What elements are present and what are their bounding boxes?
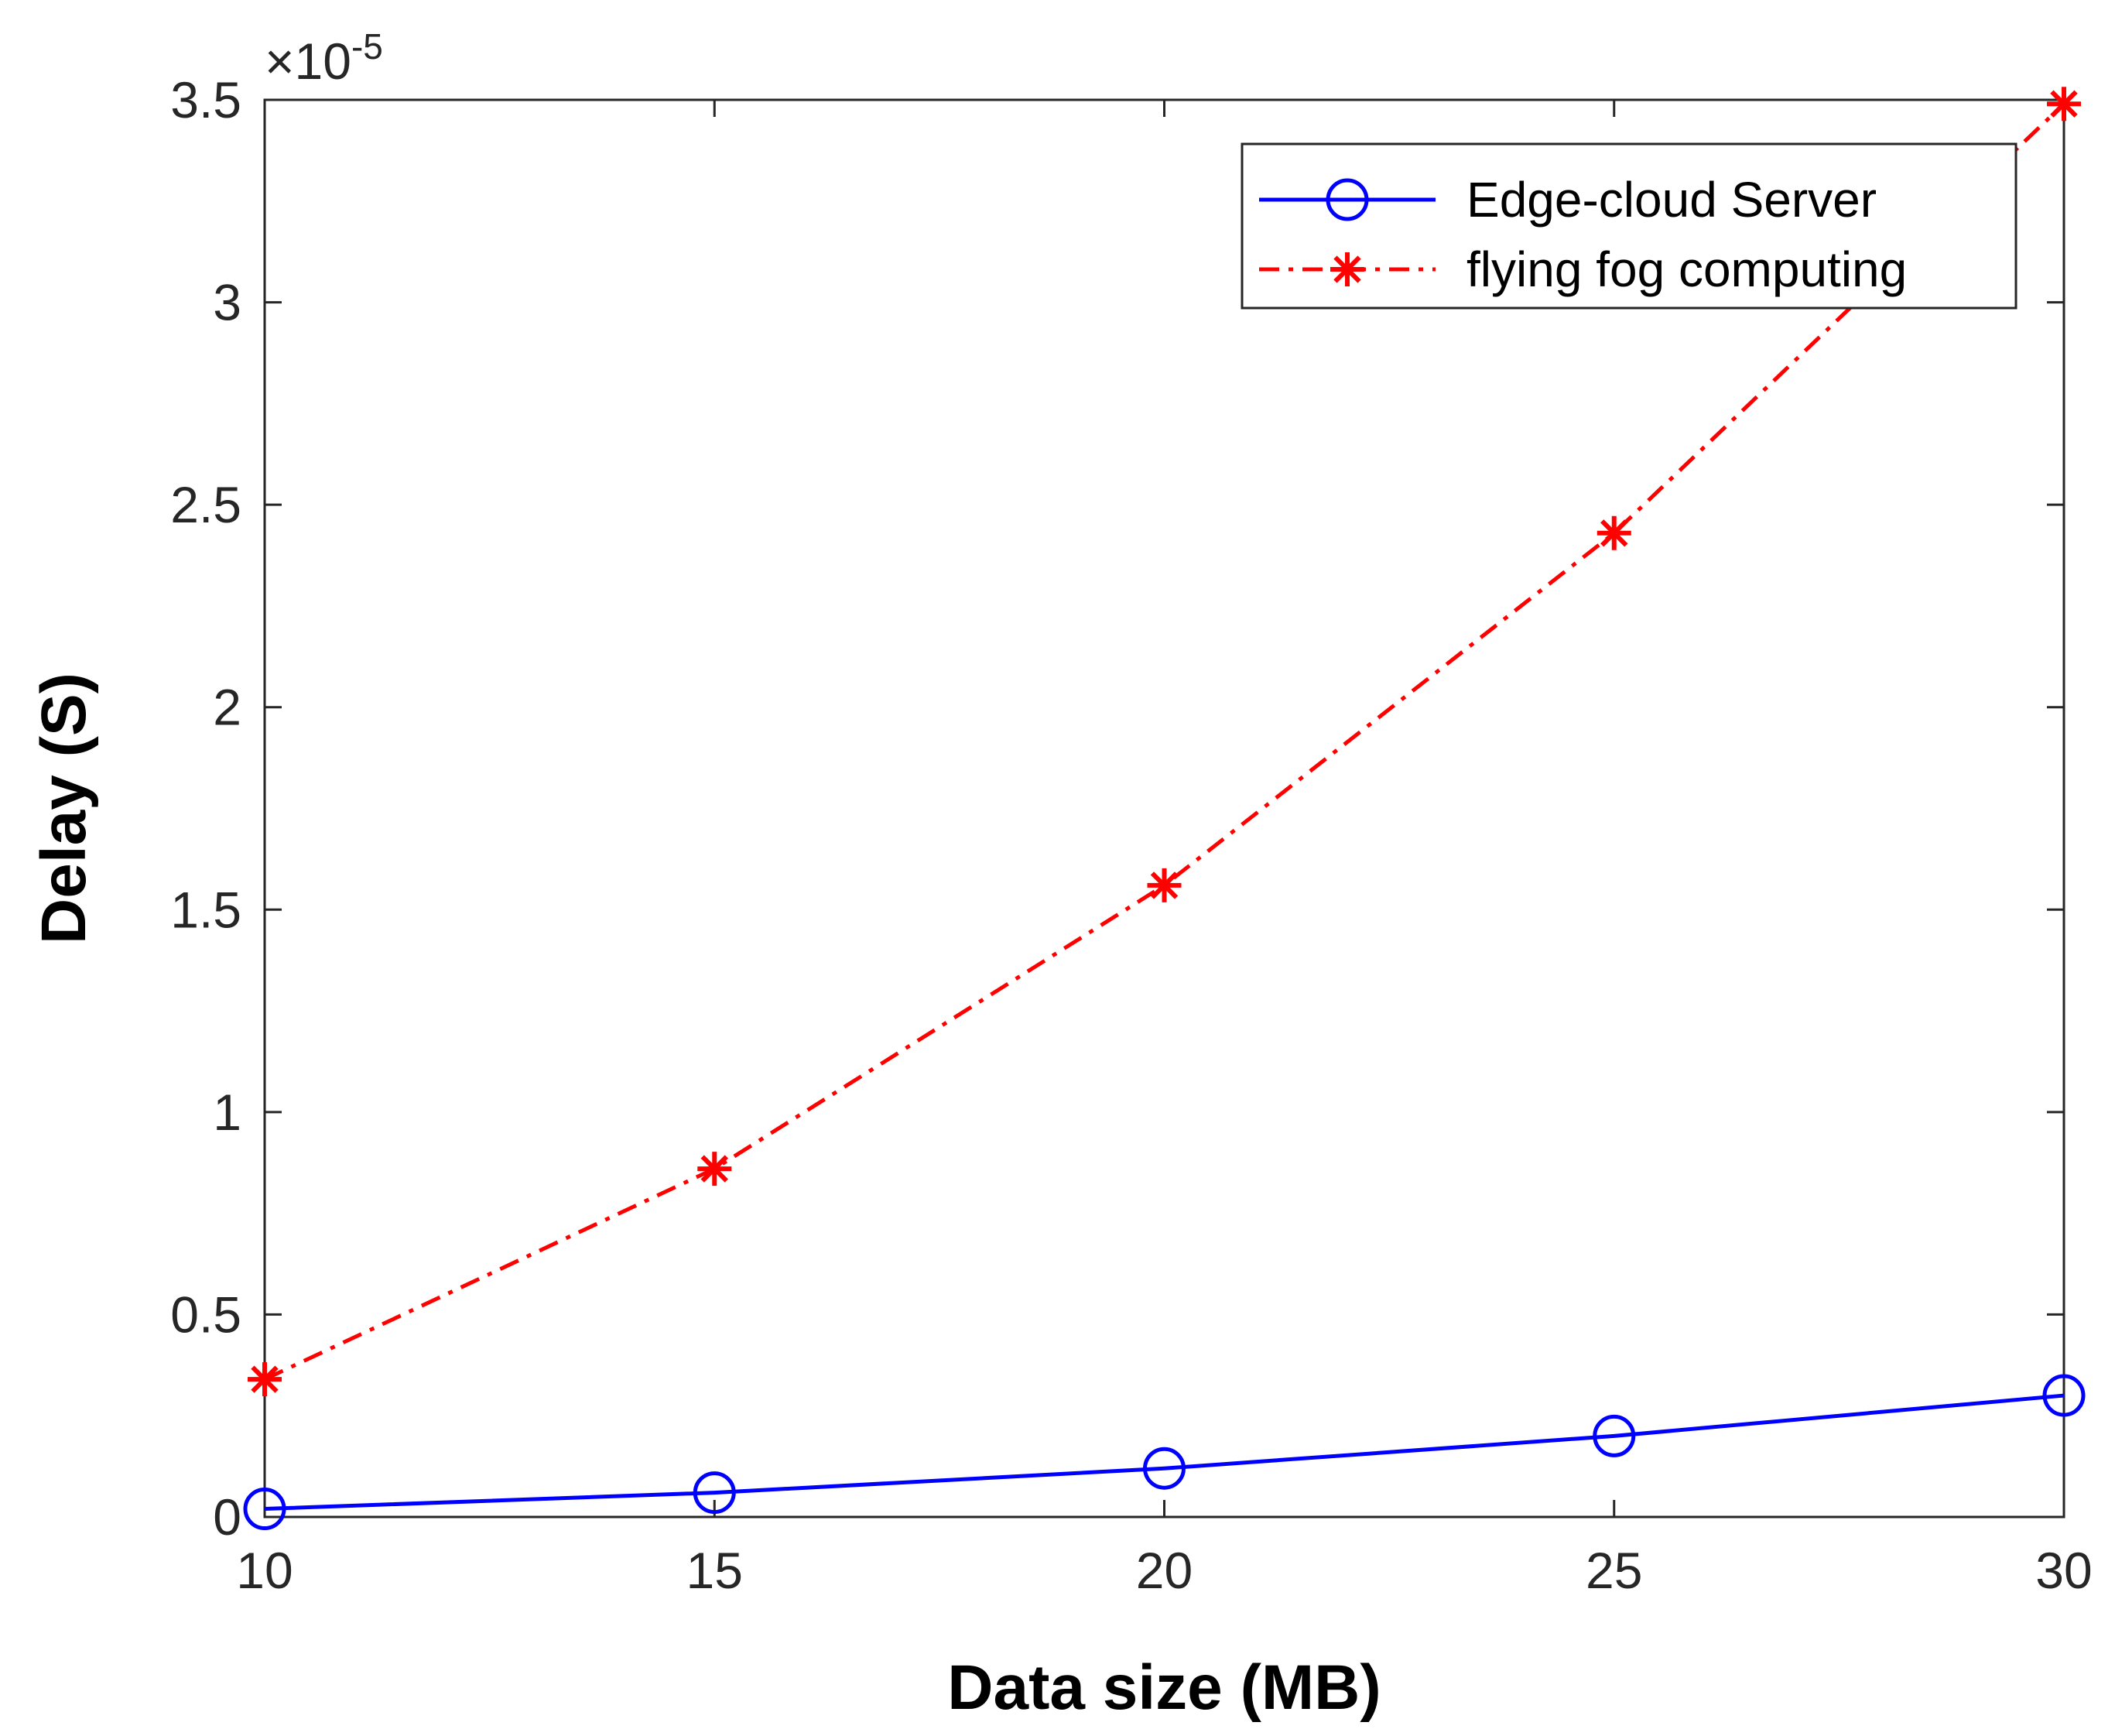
legend-item: flying fog computing — [1259, 241, 1907, 297]
legend-label: Edge-cloud Server — [1466, 172, 1877, 228]
circle-marker — [693, 1471, 736, 1515]
x-tick-label: 30 — [2035, 1542, 2092, 1599]
y-tick-label: 2.5 — [170, 476, 241, 533]
legend-label: flying fog computing — [1466, 241, 1907, 297]
y-tick-label: 0.5 — [170, 1286, 241, 1343]
series-flying-fog-computing — [248, 87, 2081, 1397]
tick-labels: 10 15 20 25 30 0 0.5 1 1.5 2 2.5 3 3.5 — [170, 71, 2092, 1599]
series-line — [264, 1393, 2065, 1512]
circle-marker — [243, 1488, 286, 1531]
y-tick-label: 3 — [213, 274, 241, 331]
y-tick-label: 3.5 — [170, 71, 241, 128]
circle-marker — [1143, 1447, 1186, 1490]
legend: Edge-cloud Server flying fog computing — [1241, 142, 2017, 310]
series-layer — [243, 87, 2086, 1531]
y-tick-label: 1.5 — [170, 881, 241, 938]
asterisk-marker — [1330, 252, 1364, 286]
x-tick-label: 20 — [1136, 1542, 1193, 1599]
series-edge-cloud-server — [243, 1374, 2086, 1531]
asterisk-marker — [248, 1362, 282, 1397]
circle-marker — [2042, 1374, 2086, 1417]
x-tick-label: 25 — [1586, 1542, 1642, 1599]
circle-marker — [1326, 178, 1369, 221]
circle-marker — [1593, 1414, 1636, 1457]
legend-item: Edge-cloud Server — [1259, 172, 1877, 228]
y-axis-label: Delay (S) — [29, 673, 99, 944]
plot-area-frame — [263, 98, 2065, 1519]
y-tick-label: 0 — [213, 1488, 241, 1546]
legend-box — [1241, 142, 2017, 310]
x-tick-label: 10 — [236, 1542, 293, 1599]
y-tick-label: 1 — [213, 1084, 241, 1141]
x-axis-label: Data size (MB) — [947, 1652, 1381, 1723]
asterisk-marker — [2047, 87, 2081, 122]
y-tick-label: 2 — [213, 679, 241, 736]
asterisk-marker — [1597, 515, 1631, 550]
asterisk-marker — [697, 1152, 732, 1186]
asterisk-marker — [1147, 868, 1182, 902]
x-tick-label: 15 — [686, 1542, 743, 1599]
y-axis-exponent: ×10-5 — [265, 26, 383, 90]
